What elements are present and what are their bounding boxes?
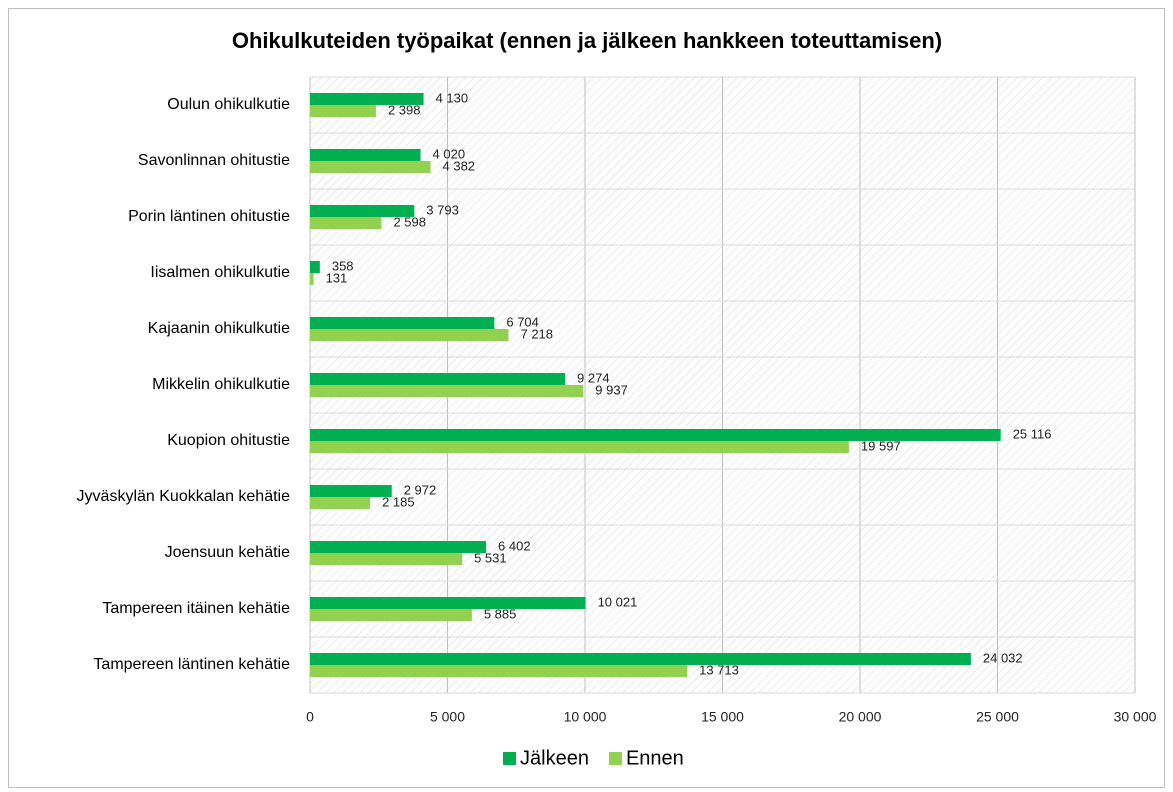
bar — [310, 597, 586, 609]
data-label: 9 274 — [577, 370, 610, 385]
x-tick-label: 0 — [306, 709, 314, 725]
data-label: 2 398 — [388, 102, 421, 117]
bar — [310, 441, 849, 453]
legend-label: Ennen — [626, 747, 684, 769]
y-tick-label: Tampereen läntinen kehätie — [93, 656, 290, 673]
x-tick-label: 25 000 — [976, 709, 1019, 725]
data-label: 2 598 — [393, 214, 426, 229]
data-label: 4 020 — [433, 146, 466, 161]
y-tick-label: Savonlinnan ohitustie — [138, 152, 290, 169]
x-tick-label: 20 000 — [839, 709, 882, 725]
data-label: 2 972 — [404, 482, 437, 497]
legend-swatch — [608, 752, 622, 765]
bar — [310, 317, 495, 329]
y-tick-label: Kuopion ohitustie — [167, 432, 290, 449]
data-label: 2 185 — [382, 494, 415, 509]
data-label: 25 116 — [1013, 426, 1052, 441]
data-label: 7 218 — [520, 326, 553, 341]
y-tick-label: Iisalmen ohikulkutie — [150, 264, 290, 281]
bar — [310, 161, 431, 173]
x-tick-label: 15 000 — [701, 709, 744, 725]
bar — [310, 553, 463, 565]
chart-title: Ohikulkuteiden työpaikat (ennen ja jälke… — [232, 28, 942, 53]
bar — [310, 261, 320, 273]
bar — [310, 329, 509, 341]
data-label: 358 — [332, 258, 354, 273]
x-tick-label: 5 000 — [430, 709, 465, 725]
bar — [310, 149, 421, 161]
bar — [310, 485, 392, 497]
bar — [310, 205, 415, 217]
bar — [310, 497, 371, 509]
bar — [310, 217, 382, 229]
bar — [310, 665, 688, 677]
data-label: 9 937 — [595, 382, 628, 397]
data-label: 19 597 — [861, 438, 901, 453]
data-label: 5 885 — [484, 606, 517, 621]
x-tick-label: 10 000 — [564, 709, 607, 725]
y-tick-label: Tampereen itäinen kehätie — [102, 600, 290, 617]
data-label: 4 130 — [436, 90, 469, 105]
bar — [310, 541, 487, 553]
data-label: 10 021 — [598, 594, 638, 609]
data-label: 4 382 — [443, 158, 476, 173]
y-tick-label: Joensuun kehätie — [165, 544, 291, 561]
bar — [310, 93, 424, 105]
x-tick-label: 30 000 — [1114, 709, 1157, 725]
bar — [310, 385, 584, 397]
bar — [310, 273, 314, 285]
data-label: 13 713 — [699, 662, 739, 677]
bar — [310, 105, 376, 117]
bar — [310, 373, 566, 385]
legend-swatch — [503, 752, 516, 765]
data-label: 6 704 — [506, 314, 539, 329]
bar — [310, 429, 1001, 441]
bar — [310, 653, 971, 665]
data-label: 6 402 — [498, 538, 531, 553]
y-tick-label: Porin läntinen ohitustie — [128, 208, 290, 225]
legend-label: Jälkeen — [520, 747, 589, 769]
y-tick-label: Jyväskylän Kuokkalan kehätie — [77, 488, 291, 505]
data-label: 5 531 — [474, 550, 507, 565]
data-label: 3 793 — [426, 202, 459, 217]
bar — [310, 609, 472, 621]
data-label: 131 — [326, 270, 348, 285]
y-tick-label: Oulun ohikulkutie — [167, 96, 290, 113]
data-label: 24 032 — [983, 650, 1023, 665]
y-tick-label: Mikkelin ohikulkutie — [152, 376, 290, 393]
y-tick-label: Kajaanin ohikulkutie — [148, 320, 290, 337]
